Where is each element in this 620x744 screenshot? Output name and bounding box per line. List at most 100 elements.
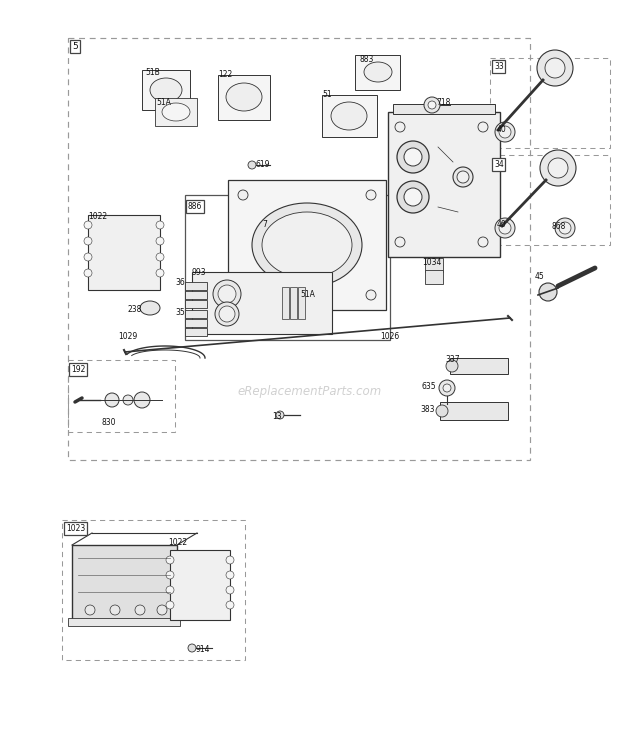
Bar (68, 618, 180, 626)
Bar (88, 215, 160, 290)
Circle shape (540, 150, 576, 186)
Circle shape (156, 269, 164, 277)
Text: 830: 830 (102, 418, 117, 427)
Circle shape (156, 237, 164, 245)
Circle shape (555, 218, 575, 238)
Bar (142, 70, 190, 110)
Circle shape (395, 237, 405, 247)
Text: 337: 337 (445, 355, 459, 364)
Text: 13: 13 (272, 412, 281, 421)
Bar (185, 291, 207, 299)
Circle shape (499, 126, 511, 138)
Ellipse shape (262, 212, 352, 278)
Circle shape (238, 190, 248, 200)
Text: 35: 35 (175, 308, 185, 317)
Text: 718: 718 (436, 98, 450, 107)
Ellipse shape (150, 78, 182, 102)
Circle shape (226, 556, 234, 564)
Circle shape (219, 306, 235, 322)
Circle shape (439, 380, 455, 396)
Circle shape (110, 605, 120, 615)
Text: 122: 122 (218, 70, 232, 79)
Text: 886: 886 (188, 202, 202, 211)
Circle shape (495, 218, 515, 238)
Circle shape (366, 190, 376, 200)
Bar (68, 360, 175, 432)
Text: 40: 40 (497, 125, 507, 134)
Bar (282, 287, 289, 319)
Circle shape (436, 405, 448, 417)
Text: 1022: 1022 (168, 538, 187, 547)
Circle shape (213, 280, 241, 308)
Bar (68, 38, 530, 460)
Circle shape (135, 605, 145, 615)
Bar (393, 104, 495, 114)
Circle shape (559, 222, 571, 234)
Bar (388, 112, 500, 257)
Text: 1022: 1022 (88, 212, 107, 221)
Bar (290, 287, 297, 319)
Bar (185, 310, 207, 318)
Circle shape (457, 171, 469, 183)
Circle shape (166, 586, 174, 594)
Circle shape (395, 122, 405, 132)
Text: 51: 51 (322, 90, 332, 99)
Circle shape (226, 601, 234, 609)
Text: 619: 619 (255, 160, 270, 169)
Circle shape (84, 253, 92, 261)
Circle shape (424, 97, 440, 113)
Circle shape (215, 302, 239, 326)
Ellipse shape (226, 83, 262, 111)
Text: 192: 192 (71, 365, 86, 374)
Text: 238: 238 (128, 305, 143, 314)
Bar (192, 272, 332, 334)
Circle shape (156, 253, 164, 261)
Text: eReplacementParts.com: eReplacementParts.com (238, 385, 382, 399)
Circle shape (495, 122, 515, 142)
Bar (228, 180, 386, 310)
Circle shape (446, 360, 458, 372)
Bar (218, 75, 270, 120)
Ellipse shape (364, 62, 392, 82)
Circle shape (545, 58, 565, 78)
Circle shape (238, 290, 248, 300)
Bar (62, 520, 245, 660)
Bar (490, 155, 610, 245)
Text: 1029: 1029 (118, 332, 137, 341)
Text: 34: 34 (494, 160, 503, 169)
Bar (440, 402, 508, 420)
Circle shape (84, 269, 92, 277)
Text: 1026: 1026 (380, 332, 399, 341)
Text: 635: 635 (422, 382, 436, 391)
Text: 51A: 51A (156, 98, 171, 107)
Bar (185, 282, 207, 290)
Text: 40: 40 (497, 220, 507, 229)
Circle shape (85, 605, 95, 615)
Ellipse shape (140, 301, 160, 315)
Text: 1023: 1023 (66, 524, 86, 533)
Circle shape (443, 384, 451, 392)
Text: 1034: 1034 (422, 258, 441, 267)
Text: 993: 993 (192, 268, 206, 277)
Circle shape (404, 148, 422, 166)
Text: 51B: 51B (145, 68, 160, 77)
Circle shape (539, 283, 557, 301)
Text: 33: 33 (494, 62, 503, 71)
Bar (185, 300, 207, 308)
Bar (185, 319, 207, 327)
Circle shape (499, 222, 511, 234)
Text: 883: 883 (360, 55, 374, 64)
Ellipse shape (252, 203, 362, 287)
Bar (155, 98, 197, 126)
Circle shape (404, 188, 422, 206)
Circle shape (166, 571, 174, 579)
Bar (425, 258, 443, 272)
Bar (185, 195, 390, 340)
Circle shape (366, 290, 376, 300)
Text: 5: 5 (72, 42, 78, 51)
Circle shape (276, 411, 284, 419)
Circle shape (226, 586, 234, 594)
Text: 7: 7 (262, 220, 267, 229)
Text: 36: 36 (175, 278, 185, 287)
Bar (185, 328, 207, 336)
